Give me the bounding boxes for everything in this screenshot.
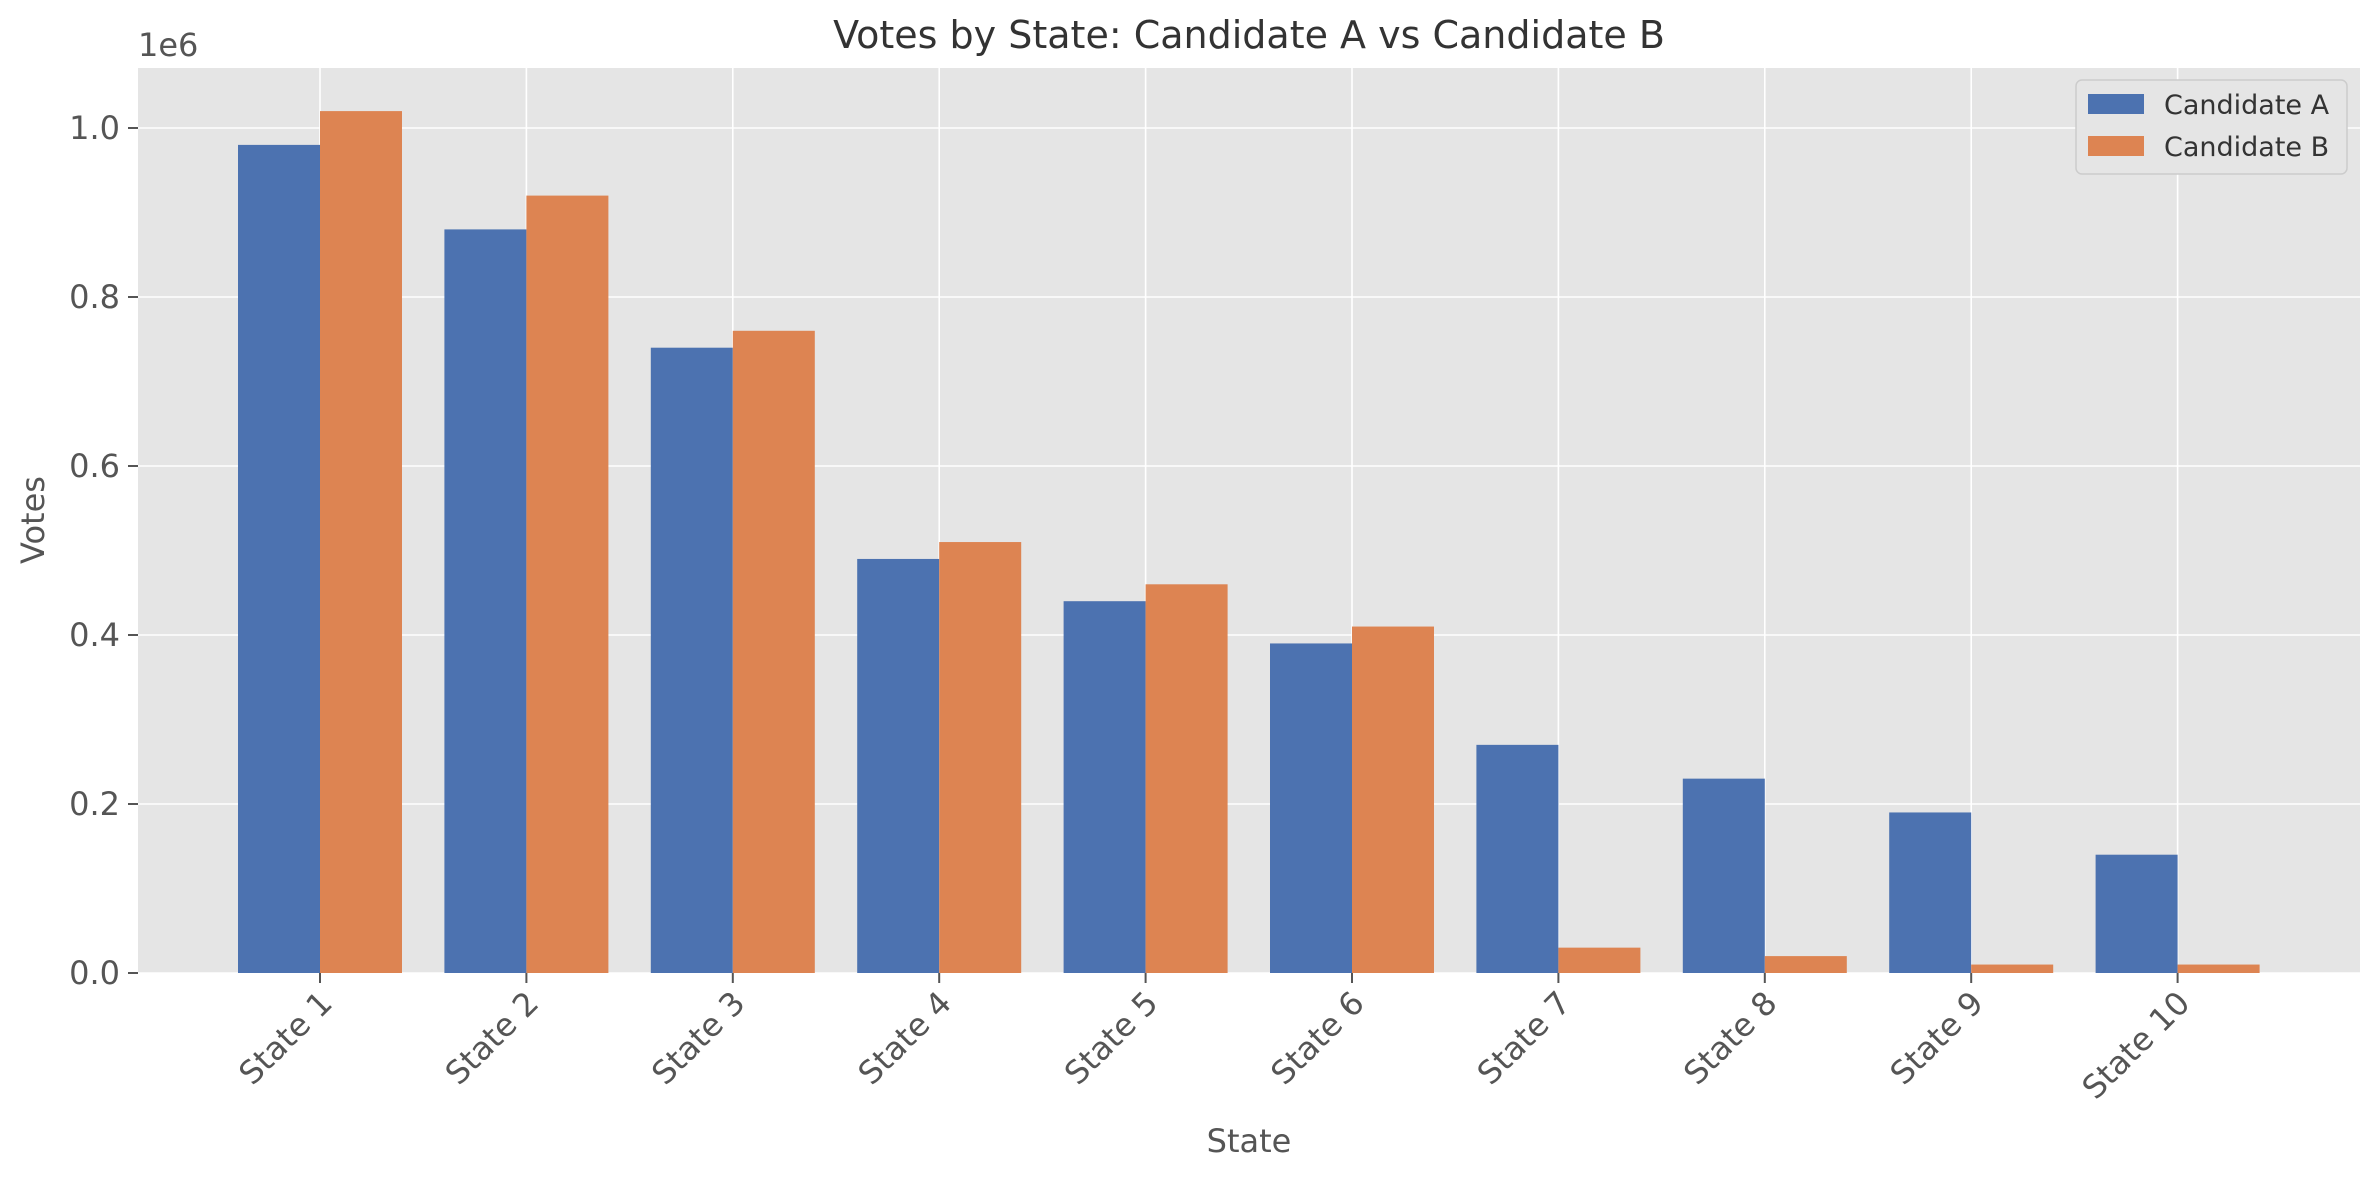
bar-series-2-category-4 — [939, 542, 1022, 973]
bar-series-2-category-2 — [526, 195, 609, 973]
x-tick-label-1: State 2 — [438, 984, 546, 1092]
bar-series-1-category-1 — [238, 144, 320, 973]
bar-series-2-category-8 — [1764, 956, 1847, 973]
bar-series-2-category-1 — [320, 111, 402, 974]
x-axis-ticks: State 1 State 2 State 3 State 4 State 5 State… — [231, 973, 2197, 1107]
bar-series-2-category-6 — [1352, 626, 1434, 973]
x-tick-label-7: State 8 — [1676, 984, 1784, 1092]
x-tick-label-8: State 9 — [1883, 984, 1991, 1092]
x-tick-label-3: State 4 — [851, 984, 959, 1092]
y-offset-label: 1e6 — [138, 26, 198, 64]
x-tick-label-6: State 7 — [1470, 984, 1578, 1092]
x-tick-label-4: State 5 — [1057, 984, 1165, 1092]
bar-series-1-category-7 — [1476, 744, 1559, 973]
bar-series-2-category-10 — [2177, 964, 2260, 973]
y-tick-label-0: 0.0 — [69, 954, 120, 992]
x-tick-label-0: State 1 — [231, 984, 339, 1092]
legend-label-candidate-b: Candidate B — [2164, 132, 2329, 163]
bar-series-1-category-5 — [1063, 601, 1146, 973]
x-tick-label-9: State 10 — [2075, 984, 2198, 1107]
bar-series-1-category-10 — [2095, 854, 2178, 973]
bar-series-1-category-6 — [1270, 643, 1352, 973]
y-tick-label-2: 0.4 — [69, 616, 120, 654]
y-tick-label-1: 0.2 — [69, 785, 120, 823]
bar-series-1-category-8 — [1682, 778, 1765, 973]
bar-series-1-category-9 — [1889, 812, 1972, 973]
legend: Candidate A Candidate B — [2075, 79, 2348, 175]
legend-label-candidate-a: Candidate A — [2164, 90, 2330, 121]
x-tick-label-2: State 3 — [644, 984, 752, 1092]
bar-series-2-category-3 — [732, 330, 815, 973]
bar-series-2-category-5 — [1145, 584, 1228, 973]
bar-series-1-category-4 — [857, 558, 940, 973]
chart-title: Votes by State: Candidate A vs Candidate… — [833, 13, 1665, 57]
bar-series-2-category-9 — [1971, 964, 2054, 973]
bar-series-2-category-7 — [1558, 947, 1641, 973]
bars — [238, 111, 2260, 974]
bar-series-1-category-3 — [650, 347, 733, 973]
x-axis-label: State — [1207, 1122, 1292, 1160]
y-tick-label-5: 1.0 — [69, 109, 120, 147]
x-tick-label-5: State 6 — [1263, 984, 1371, 1092]
y-tick-label-4: 0.8 — [69, 278, 120, 316]
bar-series-1-category-2 — [444, 229, 527, 974]
legend-swatch-candidate-b — [2088, 136, 2144, 156]
y-tick-label-3: 0.6 — [69, 447, 120, 485]
y-axis-ticks: 0.0 0.2 0.4 0.6 0.8 1.0 — [69, 109, 138, 992]
legend-swatch-candidate-a — [2088, 94, 2144, 114]
y-axis-label: Votes — [14, 476, 52, 564]
